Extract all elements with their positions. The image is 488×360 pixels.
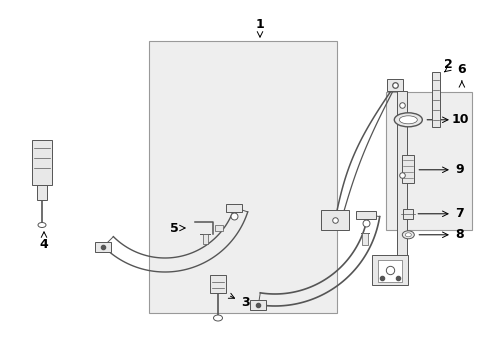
Bar — [95, 242, 111, 252]
Bar — [32, 140, 52, 185]
Text: 8: 8 — [455, 228, 463, 241]
Text: 10: 10 — [450, 113, 468, 126]
Bar — [320, 210, 348, 230]
Text: 6: 6 — [457, 63, 465, 76]
Bar — [361, 233, 367, 245]
Bar — [250, 300, 266, 310]
Text: 9: 9 — [455, 163, 463, 176]
Ellipse shape — [402, 231, 413, 239]
Bar — [403, 209, 412, 219]
Bar — [149, 41, 337, 313]
Bar — [226, 203, 242, 212]
Text: 3: 3 — [240, 296, 249, 309]
Ellipse shape — [405, 233, 410, 237]
Text: 4: 4 — [40, 238, 48, 252]
Bar — [209, 275, 225, 293]
Text: 1: 1 — [255, 18, 264, 31]
Text: 7: 7 — [455, 207, 463, 220]
Bar — [402, 155, 413, 183]
Bar — [386, 79, 402, 91]
Bar — [37, 185, 47, 200]
Ellipse shape — [393, 113, 422, 127]
Bar — [203, 234, 207, 244]
Ellipse shape — [213, 315, 222, 321]
Bar — [386, 92, 471, 230]
Text: 5: 5 — [169, 221, 178, 234]
Text: 2: 2 — [443, 58, 451, 72]
Ellipse shape — [399, 116, 416, 124]
Ellipse shape — [38, 222, 46, 228]
Bar — [431, 72, 439, 127]
Bar — [371, 255, 407, 285]
Bar — [355, 211, 375, 219]
Bar — [396, 91, 406, 276]
Bar — [377, 260, 401, 282]
Bar — [215, 225, 223, 231]
